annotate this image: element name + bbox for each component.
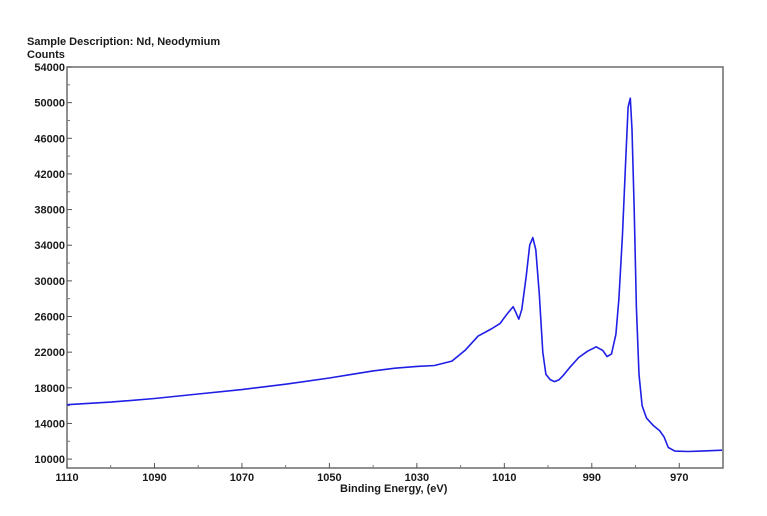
y-tick-label: 22000 [34,347,65,359]
y-tick-label: 26000 [34,312,65,324]
y-tick-label: 30000 [34,276,65,288]
x-axis: 1110 1090 1070 1050 1030 1010 990 970 [55,463,688,484]
x-tick-label: 1030 [405,472,429,484]
y-tick-label: 10000 [34,454,65,466]
y-tick-label: 46000 [34,133,65,145]
y-tick-label: 14000 [34,418,65,430]
x-tick-label: 1070 [230,472,254,484]
x-tick-label: 990 [583,472,601,484]
x-axis-label: Binding Energy, (eV) [340,483,448,495]
y-tick-label: 18000 [34,383,65,395]
chart-title: Sample Description: Nd, Neodymium [27,36,221,48]
y-tick-label: 38000 [34,205,65,217]
x-tick-label: 1090 [142,472,166,484]
x-tick-label: 1110 [55,472,78,484]
y-tick-label: 42000 [34,169,65,181]
y-tick-label: 50000 [34,98,65,110]
spectrum-line [66,97,723,453]
plot-frame [66,66,724,469]
x-tick-label: 1050 [317,472,341,484]
x-tick-label: 1010 [492,472,516,484]
y-tick-label: 34000 [34,240,65,252]
x-tick-label: 970 [670,472,688,484]
y-axis-label: Counts [27,49,65,61]
y-axis: 10000 14000 18000 22000 26000 30000 34000 38000… [34,62,72,466]
y-tick-label: 54000 [34,62,65,74]
